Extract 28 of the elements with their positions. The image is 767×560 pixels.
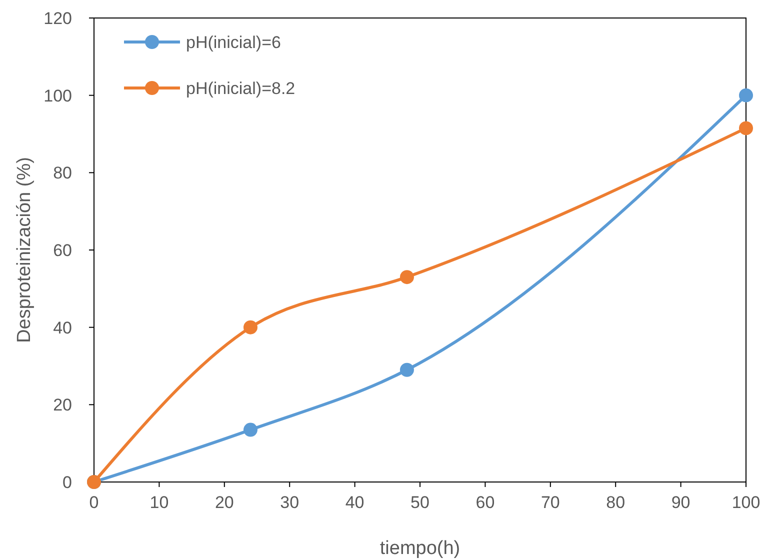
point (739, 121, 753, 136)
x-tick-label: 10 (150, 493, 169, 512)
point (243, 422, 258, 437)
x-tick-label: 40 (345, 493, 364, 512)
x-axis-title: tiempo(h) (380, 538, 460, 559)
x-tick-label: 80 (606, 493, 626, 512)
x-tick-label: 60 (476, 493, 495, 512)
x-tick-label: 20 (214, 493, 234, 512)
point (739, 88, 753, 102)
point (400, 362, 414, 377)
legend-label: pH(inicial)=6 (186, 33, 281, 52)
x-tick-label: 70 (540, 493, 560, 512)
y-tick-label: 60 (53, 241, 72, 260)
y-axis-title: Desproteinización (%) (14, 157, 35, 343)
y-tick-label: 40 (53, 318, 72, 338)
x-tick-label: 30 (280, 493, 300, 512)
x-tick-label: 90 (671, 493, 690, 512)
y-tick-label: 120 (44, 9, 72, 28)
x-tick-label: 100 (732, 493, 760, 512)
point (243, 320, 258, 334)
y-tick-label: 100 (44, 86, 72, 106)
legend-label: pH(inicial)=8.2 (186, 79, 296, 98)
point (400, 270, 414, 284)
y-tick-label: 80 (53, 164, 72, 183)
y-tick-label: 0 (62, 473, 72, 492)
x-tick-label: 50 (410, 493, 430, 512)
y-tick-label: 20 (53, 396, 72, 415)
x-tick-label: 0 (89, 493, 99, 512)
